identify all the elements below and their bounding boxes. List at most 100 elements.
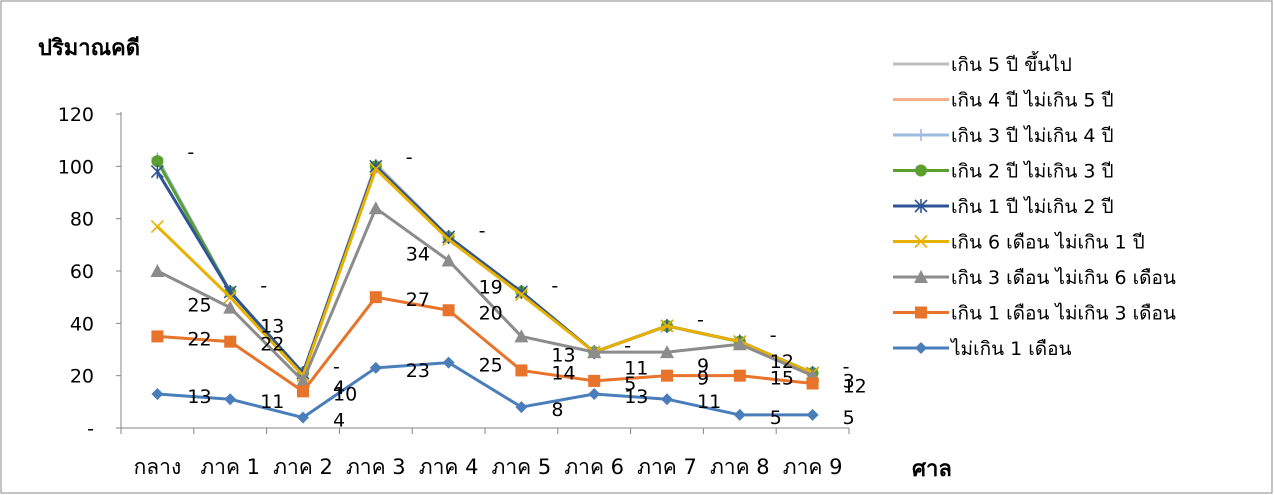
series-line [157, 295, 813, 393]
data-point [150, 219, 164, 234]
data-label: 4 [333, 410, 345, 432]
data-label: - [843, 356, 850, 378]
data-label: - [406, 147, 413, 169]
data-point [297, 411, 309, 424]
legend-marker [915, 342, 927, 354]
data-point [151, 330, 164, 343]
data-label: - [187, 141, 194, 163]
data-label: 9 [697, 368, 709, 390]
y-tick-label: 40 [70, 313, 94, 335]
legend-item: ไม่เกิน 1 เดือน [893, 338, 1071, 360]
x-tick-label: ภาค 2 [273, 455, 333, 479]
legend-item: เกิน 4 ปี ไม่เกิน 5 ปี [893, 90, 1114, 112]
legend-label: เกิน 3 เดือน ไม่เกิน 6 เดือน [951, 267, 1176, 289]
data-label: 15 [770, 368, 794, 390]
data-point [151, 155, 164, 168]
data-point [732, 337, 747, 351]
legend-item: เกิน 1 เดือน ไม่เกิน 3 เดือน [893, 303, 1176, 325]
axes: - 20 40 60 80 100 120 กลาง ภาค 1 ภาค 2 ภาค 3 ภาค 4 ภ… [58, 104, 850, 479]
data-point [441, 253, 456, 267]
legend-marker [915, 306, 927, 319]
x-tick-label: กลาง [134, 455, 182, 479]
legend-label: ไม่เกิน 1 เดือน [949, 338, 1071, 360]
data-point [514, 287, 528, 302]
legend-label: เกิน 2 ปี ไม่เกิน 3 ปี [951, 161, 1114, 183]
data-label: 23 [406, 360, 430, 382]
data-label: - [624, 335, 631, 357]
data-point [223, 290, 237, 304]
legend-item: เกิน 5 ปี ขึ้นไป [893, 51, 1072, 76]
data-point [442, 304, 455, 317]
data-point [514, 329, 529, 343]
data-point [515, 401, 528, 414]
series-2 [151, 291, 819, 398]
data-point [515, 364, 528, 377]
data-point [296, 373, 310, 387]
y-tick-label: - [87, 418, 94, 440]
data-label: 5 [843, 407, 855, 429]
data-point [588, 387, 601, 400]
data-label: 22 [187, 328, 211, 350]
data-label: 22 [260, 334, 284, 356]
data-point [368, 201, 383, 215]
data-point [369, 162, 383, 176]
series-1 [151, 356, 819, 424]
data-label: 11 [697, 391, 721, 413]
legend-item: เกิน 3 เดือน ไม่เกิน 6 เดือน [893, 267, 1176, 289]
legend-item: เกิน 2 ปี ไม่เกิน 3 ปี [893, 161, 1114, 183]
data-label: - [479, 220, 486, 242]
y-tick-label: 100 [58, 156, 94, 178]
data-point [150, 164, 164, 179]
x-tick-label: ภาค 1 [200, 455, 260, 479]
data-point [661, 369, 673, 382]
data-label: 10 [333, 383, 357, 405]
data-point [661, 393, 673, 406]
data-point [806, 377, 819, 390]
data-point [587, 345, 602, 359]
data-label: - [697, 309, 704, 331]
x-tick-label: ภาค 3 [346, 455, 406, 479]
legend-marker [914, 234, 928, 249]
series-line [156, 167, 814, 378]
data-label: 5 [770, 407, 782, 429]
data-label: 19 [479, 276, 503, 298]
y-tick-label: 20 [70, 366, 94, 388]
data-point [588, 374, 601, 387]
data-label: 13 [551, 344, 575, 366]
data-label: 12 [843, 376, 867, 398]
data-label: 4 [333, 377, 345, 399]
x-tick-label: ภาค 8 [710, 455, 770, 479]
data-label: 20 [479, 302, 503, 324]
data-point [297, 385, 309, 398]
data-label: 13 [187, 386, 211, 408]
legend-label: เกิน 3 ปี ไม่เกิน 4 ปี [951, 125, 1114, 147]
data-point [660, 345, 674, 359]
legend-marker [914, 199, 928, 213]
x-tick-label: ภาค 4 [419, 455, 479, 479]
data-point [224, 393, 237, 406]
x-tick-label: ภาค 7 [637, 455, 697, 479]
data-point [224, 335, 237, 348]
legend-marker [915, 129, 927, 141]
series-4 [150, 162, 820, 383]
legend-label: เกิน 5 ปี ขึ้นไป [951, 51, 1072, 76]
data-label: 8 [551, 399, 563, 421]
data-label: - [770, 325, 777, 347]
x-tick-label: ภาค 5 [492, 455, 552, 479]
data-label: 25 [479, 355, 503, 377]
legend-label: เกิน 1 ปี ไม่เกิน 2 ปี [951, 196, 1114, 218]
data-point [223, 300, 238, 314]
series-layer [150, 152, 820, 424]
data-point [369, 361, 382, 374]
data-label: 14 [551, 362, 575, 384]
y-tick-label: 80 [70, 209, 94, 231]
data-point [733, 369, 746, 382]
data-label: 11 [260, 391, 284, 413]
series-line [157, 361, 813, 420]
x-tick-label: ภาค 9 [783, 455, 843, 479]
legend-label: เกิน 4 ปี ไม่เกิน 5 ปี [951, 90, 1114, 112]
